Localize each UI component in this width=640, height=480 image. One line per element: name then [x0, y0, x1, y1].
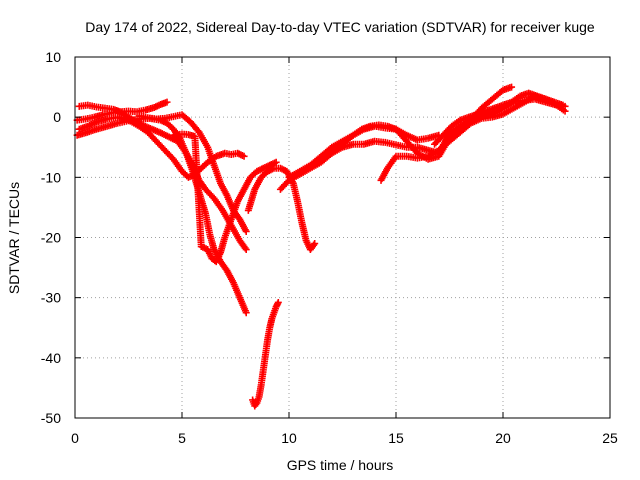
- data-point: [310, 241, 318, 249]
- data-point: [508, 83, 516, 91]
- y-tick-label: -30: [41, 290, 61, 306]
- y-tick-label: 0: [53, 109, 61, 125]
- x-tick-label: 25: [602, 430, 618, 446]
- data-points: [73, 83, 569, 410]
- series-sat-e: [135, 111, 250, 235]
- data-point: [163, 98, 171, 106]
- data-point: [311, 240, 319, 248]
- data-point: [241, 244, 249, 252]
- series-sat-h: [249, 298, 282, 410]
- data-point: [252, 400, 260, 408]
- y-axis-ticks: -50 -40 -30 -20 -10 0 10: [41, 49, 610, 426]
- y-tick-label: 10: [45, 49, 61, 65]
- y-tick-label: -40: [41, 350, 61, 366]
- series-sat-l: [377, 92, 569, 184]
- x-tick-label: 5: [178, 430, 186, 446]
- series-sat-m: [431, 89, 567, 148]
- x-tick-label: 20: [495, 430, 511, 446]
- data-point: [559, 101, 567, 109]
- y-tick-label: -10: [41, 169, 61, 185]
- data-point: [272, 158, 280, 166]
- x-tick-label: 10: [281, 430, 297, 446]
- x-tick-label: 15: [388, 430, 404, 446]
- data-point: [240, 152, 248, 160]
- x-axis-ticks: 0 5 10 15 20 25: [71, 57, 618, 446]
- y-axis-label: SDTVAR / TECUs: [6, 182, 22, 294]
- y-tick-label: -50: [41, 410, 61, 426]
- y-tick-label: -20: [41, 230, 61, 246]
- data-point: [561, 107, 569, 115]
- x-axis-label: GPS time / hours: [287, 457, 394, 473]
- data-point: [274, 298, 282, 306]
- data-point: [242, 246, 250, 254]
- x-tick-label: 0: [71, 430, 79, 446]
- data-point: [242, 227, 250, 235]
- series-sat-f: [169, 130, 280, 266]
- chart-title: Day 174 of 2022, Sidereal Day-to-day VTE…: [85, 19, 595, 35]
- data-point: [242, 309, 250, 317]
